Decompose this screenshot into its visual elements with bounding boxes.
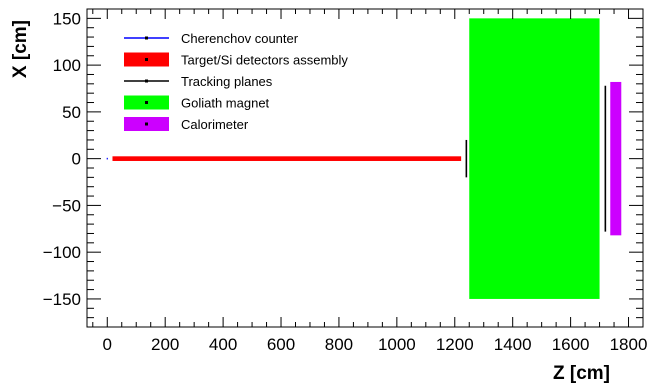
target-si-detectors-assembly-1 (112, 156, 462, 161)
legend-label: Calorimeter (181, 117, 249, 132)
legend-marker (145, 101, 148, 104)
x-tick-label: 1600 (552, 335, 590, 354)
goliath-magnet-4 (469, 18, 600, 299)
x-tick-label: 200 (151, 335, 179, 354)
x-axis-title: Z [cm] (553, 363, 610, 383)
legend-label: Goliath magnet (181, 96, 270, 111)
legend-marker (145, 36, 148, 40)
legend-marker (145, 58, 148, 61)
x-tick-label: 800 (325, 335, 353, 354)
x-tick-label: 1000 (378, 335, 416, 354)
calorimeter-5 (610, 81, 622, 236)
legend-marker (145, 79, 148, 83)
y-axis-title: X [cm] (10, 20, 31, 78)
y-tick-label: −150 (43, 290, 81, 309)
x-tick-label: 1200 (436, 335, 474, 354)
y-tick-label: −50 (52, 196, 81, 215)
y-tick-label: 0 (72, 150, 81, 169)
y-tick-label: 100 (53, 56, 81, 75)
legend-marker (145, 122, 148, 126)
y-tick-label: −100 (43, 243, 81, 262)
axes: 0 200 400 600 800 1000 1200 1400 1600 1800−150−10… (43, 8, 648, 354)
legend-label: Target/Si detectors assembly (181, 53, 348, 68)
legend-label: Tracking planes (181, 74, 273, 89)
x-tick-label: 0 (103, 335, 112, 354)
y-tick-label: 50 (62, 103, 81, 122)
y-tick-label: 150 (53, 9, 81, 28)
x-tick-label: 600 (267, 335, 295, 354)
plot-area (106, 18, 622, 299)
legend: Cherenchov counter Target/Si detectors as… (124, 31, 348, 132)
x-tick-label: 1400 (494, 335, 532, 354)
x-tick-label: 1800 (610, 335, 648, 354)
legend-label: Cherenchov counter (181, 31, 299, 46)
x-tick-label: 400 (209, 335, 237, 354)
